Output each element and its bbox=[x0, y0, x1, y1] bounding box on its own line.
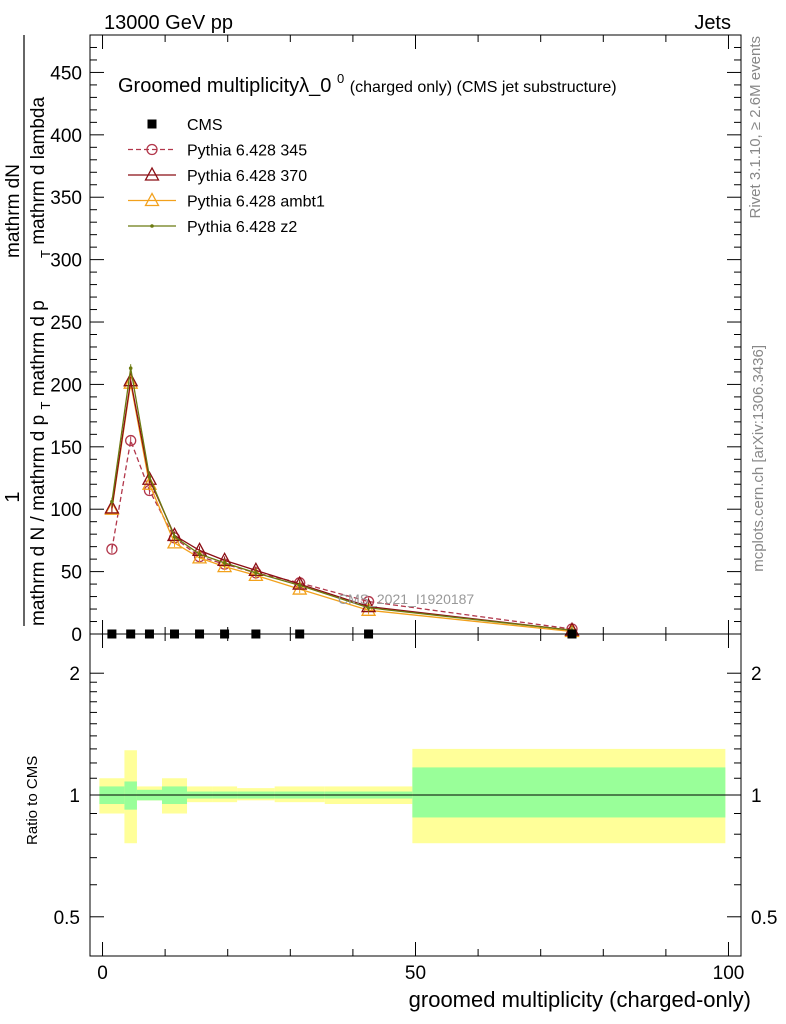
ylabel-sub-t: T bbox=[38, 402, 53, 410]
main-panel: 0 50 100 150 200 250 300 350 400 450 bbox=[50, 34, 742, 646]
legend-label-pythia-6-428-z2: Pythia 6.428 z2 bbox=[187, 219, 297, 236]
ratio-y-axis: 0.5 0.5 1 1 2 2 bbox=[54, 664, 778, 929]
series-point-pythia-6-428-345 bbox=[106, 543, 118, 555]
legend-label-pythia-6-428-ambt1: Pythia 6.428 ambt1 bbox=[187, 194, 325, 211]
analysis-watermark: CMS_2021_I1920187 bbox=[338, 591, 474, 607]
series-point-pythia-6-428-ambt1 bbox=[191, 549, 208, 564]
ylabel-bottom: mathrm d N / mathrm d p bbox=[28, 415, 49, 626]
mcplots-label: mcplots.cern.ch [arXiv:1306.3436] bbox=[750, 345, 767, 572]
series-line-pythia-6-428-370 bbox=[111, 380, 573, 631]
series-point-pythia-6-428-370 bbox=[123, 372, 139, 387]
ratio-x-tick-label: 50 bbox=[405, 963, 426, 984]
series-point-pythia-6-428-z2 bbox=[297, 583, 302, 588]
ratio-band-inner bbox=[124, 781, 137, 810]
main-y-tick-label: 100 bbox=[50, 500, 82, 521]
ratio-y-tick-label: 1 bbox=[69, 786, 80, 807]
header-energy: 13000 GeV pp bbox=[104, 12, 233, 34]
legend-marker-pythia-6-428-370 bbox=[144, 166, 160, 181]
main-x-ticks bbox=[102, 35, 729, 634]
ratio-x-axis: 0 50 100 bbox=[97, 634, 744, 984]
main-y-tick-label: 150 bbox=[50, 438, 82, 459]
legend-marker-pythia-6-428-ambt1 bbox=[144, 192, 160, 207]
series-line-pythia-6-428-z2 bbox=[111, 368, 573, 631]
series-point-pythia-6-428-z2 bbox=[254, 571, 258, 575]
ratio-x-tick-label: 100 bbox=[713, 963, 745, 984]
ylabel-bottom-tail: mathrm d p bbox=[28, 300, 49, 396]
series-point-pythia-6-428-z2 bbox=[128, 366, 133, 370]
header-jets: Jets bbox=[694, 12, 731, 34]
main-y-tick-label: 300 bbox=[50, 251, 82, 272]
ratio-band-inner bbox=[412, 767, 726, 818]
plot-title-tail: (charged only) (CMS jet substructure) bbox=[350, 79, 617, 96]
ylabel-denominator: mathrm d N / mathrm d p T mathrm d p bbox=[28, 300, 55, 626]
ratio-y-tick-label-right: 2 bbox=[751, 664, 762, 685]
series-point-pythia-6-428-370 bbox=[104, 499, 120, 514]
series-point-pythia-6-428-ambt1 bbox=[292, 580, 308, 595]
series-point-pythia-6-428-z2 bbox=[110, 499, 114, 504]
legend: CMS Pythia 6.428 345 Pythia 6.428 370 Pythi… bbox=[128, 117, 325, 236]
plot-title-sup: 0 bbox=[337, 71, 344, 86]
ratio-y-tick-label-right: 0.5 bbox=[751, 908, 777, 929]
main-series-layer bbox=[104, 364, 580, 639]
series-point-pythia-6-428-z2 bbox=[172, 534, 177, 539]
main-y-tick-label: 250 bbox=[50, 313, 82, 334]
ylabel-top-dn: mathrm dN bbox=[3, 164, 24, 258]
plot-title-main: Groomed multiplicityλ_0 bbox=[118, 75, 331, 97]
series-line-pythia-6-428-345 bbox=[111, 438, 573, 630]
rivet-label: Rivet 3.1.10, ≥ 2.6M events bbox=[747, 36, 764, 219]
series-point-pythia-6-428-ambt1 bbox=[166, 534, 183, 549]
ylabel-one: 1 bbox=[2, 491, 24, 502]
main-y-tick-label: 350 bbox=[50, 188, 82, 209]
series-point-pythia-6-428-370 bbox=[141, 470, 158, 485]
main-y-tick-label: 200 bbox=[50, 375, 82, 396]
legend-marker-pythia-6-428-z2 bbox=[150, 224, 154, 228]
main-y-tick-label: 50 bbox=[61, 563, 82, 584]
ylabel-lambda-tail: mathrm d lambda bbox=[28, 96, 49, 244]
legend-label-pythia-6-428-370: Pythia 6.428 370 bbox=[187, 168, 307, 185]
ratio-y-tick-label: 2 bbox=[69, 664, 80, 685]
ylabel-numerator: mathrm dN bbox=[3, 164, 24, 258]
ratio-y-tick-label: 0.5 bbox=[54, 908, 80, 929]
ratio-panel: 0.5 0.5 1 1 2 2 0 50 100 bbox=[54, 633, 778, 984]
legend-label-cms: CMS bbox=[187, 117, 223, 134]
series-point-pythia-6-428-z2 bbox=[197, 552, 202, 556]
series-line-pythia-6-428-ambt1 bbox=[111, 383, 573, 633]
ratio-y-tick-label-right: 1 bbox=[751, 786, 762, 807]
ratio-y-label: Ratio to CMS bbox=[24, 756, 41, 845]
legend-marker-cms bbox=[147, 119, 157, 129]
series-point-pythia-6-428-z2 bbox=[222, 561, 227, 565]
plot-title: Groomed multiplicityλ_0 0 (charged only)… bbox=[118, 66, 617, 97]
main-y-tick-label: 400 bbox=[50, 126, 82, 147]
main-y-label: 1 mathrm d N / mathrm d p T mathrm d p m… bbox=[2, 35, 55, 626]
ratio-bands bbox=[99, 748, 726, 844]
series-point-pythia-6-428-z2 bbox=[147, 474, 152, 479]
main-y-axis: 0 50 100 150 200 250 300 350 400 450 bbox=[50, 46, 741, 646]
series-point-pythia-6-428-345 bbox=[125, 434, 137, 447]
x-axis-label: groomed multiplicity (charged-only) bbox=[409, 987, 751, 1012]
legend-marker-pythia-6-428-345 bbox=[146, 143, 158, 156]
main-y-tick-label: 0 bbox=[71, 625, 82, 646]
main-y-tick-label: 450 bbox=[50, 63, 82, 84]
legend-label-pythia-6-428-345: Pythia 6.428 345 bbox=[187, 143, 307, 160]
series-point-pythia-6-428-ambt1 bbox=[360, 601, 377, 616]
ratio-x-tick-label: 0 bbox=[97, 963, 108, 984]
series-point-pythia-6-428-z2 bbox=[366, 605, 371, 610]
ylabel-sub-t-2: T bbox=[38, 250, 53, 258]
ylabel-lambda: T mathrm d lambda bbox=[28, 96, 55, 258]
series-point-pythia-6-428-ambt1 bbox=[123, 374, 139, 389]
